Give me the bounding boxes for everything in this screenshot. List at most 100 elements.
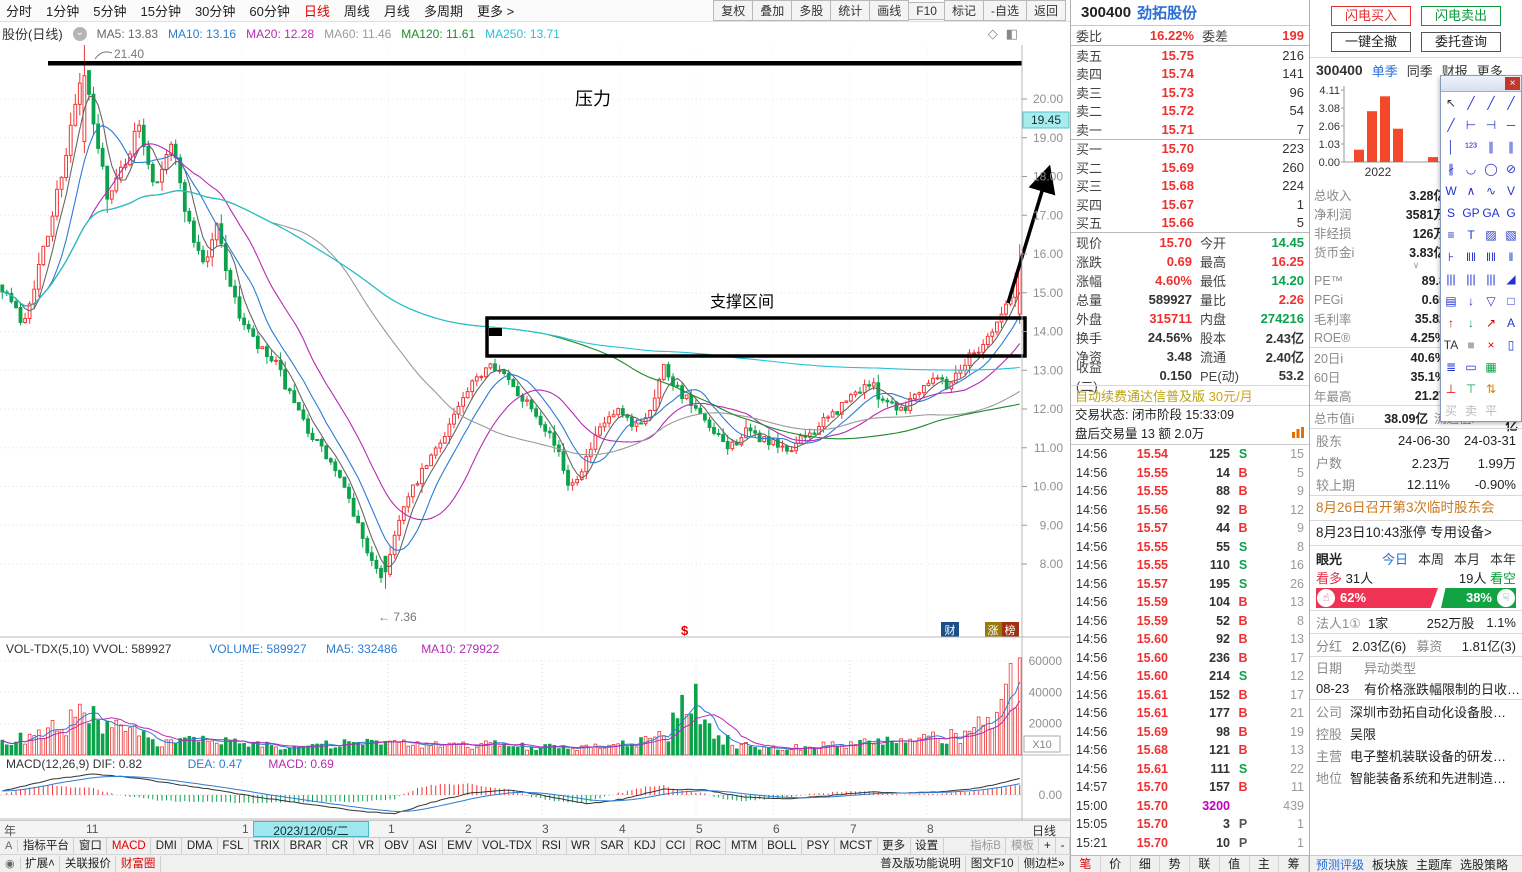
drawing-tool-icon[interactable]: ↓ [1468, 294, 1474, 308]
drawing-tool-icon[interactable]: W [1445, 184, 1457, 198]
tick-tab[interactable]: 主 [1250, 856, 1280, 872]
drawing-tool-icon[interactable]: ◡ [1465, 162, 1477, 176]
toolbar-button[interactable]: 返回 [1025, 0, 1066, 21]
drawing-tool-icon[interactable]: G [1506, 206, 1516, 220]
thumb-down-icon[interactable]: ☟ [1497, 589, 1515, 607]
tick-tab[interactable]: 笔 [1071, 856, 1101, 872]
indicator-tab[interactable]: VOL-TDX [478, 838, 538, 854]
event-row[interactable]: 08-23 有价格涨跌幅限制的日收… [1316, 680, 1521, 697]
footer-link[interactable]: 板块族 [1372, 857, 1409, 872]
indicator-tab[interactable]: BRAR [285, 838, 328, 854]
period-tab[interactable]: 30分钟 [194, 4, 236, 19]
indicator-tab[interactable]: PSY [802, 838, 836, 854]
flash-buy-button[interactable]: 闪电买入 [1331, 6, 1411, 26]
ask-row[interactable]: 卖二 15.72 54 [1076, 103, 1304, 120]
zoom-in-button[interactable]: + [1039, 838, 1057, 854]
sentiment-tab[interactable]: 本年 [1489, 551, 1516, 567]
drawing-tool-icon[interactable]: TA [1443, 338, 1459, 352]
status-tab[interactable]: 扩展˄ [21, 855, 61, 872]
f10-tab[interactable]: 单季 [1371, 63, 1398, 79]
period-tab[interactable]: 15分钟 [140, 4, 181, 19]
ask-row[interactable]: 卖一 15.71 7 [1076, 121, 1304, 138]
stock-name[interactable]: 劲拓股份 [1137, 5, 1198, 22]
drawing-tool-icon[interactable]: ─ [1506, 118, 1516, 132]
sentiment-tab[interactable]: 本月 [1453, 551, 1480, 567]
period-tab[interactable]: 分时 [6, 4, 33, 19]
chevron-down-icon[interactable]: ⌄ [72, 26, 87, 41]
indicator-tab[interactable]: 更多 [878, 838, 911, 854]
tick-row[interactable]: 14:56 15.55 110 S 16 [1076, 558, 1304, 573]
palette-titlebar[interactable]: × [1441, 76, 1521, 92]
drawing-tool-icon[interactable]: ⊣ [1485, 118, 1497, 132]
indicator-tab[interactable]: MCST [835, 838, 878, 854]
tick-row[interactable]: 14:56 15.60 214 S 12 [1076, 669, 1304, 684]
indicator-tab[interactable]: DMA [182, 838, 218, 854]
drawing-tool-icon[interactable]: ▨ [1485, 228, 1497, 242]
drawing-tool-icon[interactable]: ▽ [1486, 294, 1496, 308]
drawing-tool-icon[interactable]: S [1446, 206, 1455, 220]
tick-tab[interactable]: 价 [1101, 856, 1131, 872]
corner-icon[interactable]: ◇ [987, 25, 998, 41]
drawing-tool-icon[interactable]: ∥ [1488, 140, 1494, 154]
drawing-tool-icon[interactable] [1501, 400, 1521, 422]
flash-sell-button[interactable]: 闪电卖出 [1421, 6, 1501, 26]
indicator-tab[interactable]: OBV [380, 838, 415, 854]
indicator-tab[interactable]: VR [354, 838, 380, 854]
toolbar-button[interactable]: 标记 [943, 0, 984, 21]
tick-row[interactable]: 14:56 15.54 125 S 15 [1076, 447, 1304, 462]
drawing-tool-icon[interactable]: A [1506, 316, 1515, 330]
drawing-tools-palette[interactable]: × ↖ ╱ ╱ ╱ ╱ ⊢ ⊣ ─ │ ¹²³ ∥ ∥ ∦ ◡ ◯ ⊘ W ∧ ∿ V S GP GA G ≡ T ▨ ▧ ⊦ ‖‖ ‖‖ ‖… [1440, 75, 1522, 422]
tick-tab[interactable]: 值 [1220, 856, 1250, 872]
sentiment-tab[interactable]: 今日 [1381, 551, 1408, 567]
indicator-tab[interactable]: 窗口 [74, 838, 108, 854]
close-icon[interactable]: × [1505, 77, 1520, 90]
indicator-tab[interactable]: WR [567, 838, 596, 854]
tick-row[interactable]: 15:21 15.70 10 P 1 [1076, 835, 1304, 850]
period-tab[interactable]: 多周期 [423, 4, 463, 19]
news-link-limit-up[interactable]: 8月23日10:43涨停 专用设备> [1316, 525, 1492, 540]
period-tab[interactable]: 1分钟 [46, 4, 80, 19]
tick-row[interactable]: 14:56 15.61 177 B 21 [1076, 706, 1304, 721]
footer-link[interactable]: 选股策略 [1460, 857, 1509, 872]
news-link-meeting[interactable]: 8月26日召开第3次临时股东会 [1316, 500, 1495, 515]
drawing-tool-icon[interactable]: ‖ [1508, 250, 1514, 264]
tick-row[interactable]: 14:56 15.68 121 B 13 [1076, 743, 1304, 758]
zoom-out-button[interactable]: - [1056, 838, 1070, 854]
bid-row[interactable]: 买五 15.66 5 [1076, 215, 1304, 232]
tick-row[interactable]: 14:56 15.59 104 B 13 [1076, 595, 1304, 610]
tick-row[interactable]: 14:56 15.60 92 B 13 [1076, 632, 1304, 647]
drawing-tool-icon[interactable]: ∥ [1508, 140, 1514, 154]
footer-link[interactable]: 主题库 [1416, 857, 1453, 872]
indicator-tab[interactable]: BOLL [763, 838, 803, 854]
drawing-tool-icon[interactable]: ¹²³ [1465, 140, 1477, 154]
toolbar-button[interactable]: -自选 [982, 0, 1027, 21]
f10-tab[interactable]: 同季 [1406, 63, 1433, 79]
drawing-tool-icon[interactable]: 平 [1484, 404, 1497, 418]
expand-chevron-icon[interactable]: ∨ [1412, 260, 1420, 270]
after-hours-chart-icon[interactable] [1291, 425, 1305, 444]
tick-row[interactable]: 14:56 15.57 195 S 26 [1076, 576, 1304, 591]
ask-row[interactable]: 卖四 15.74 141 [1076, 66, 1304, 83]
drawing-tool-icon[interactable]: ≡ [1447, 228, 1455, 242]
indicator-tab[interactable]: SAR [596, 838, 630, 854]
drawing-tool-icon[interactable]: ◯ [1484, 162, 1498, 176]
drawing-tool-icon[interactable]: ↓ [1468, 316, 1474, 330]
tick-tab[interactable]: 筹 [1279, 856, 1309, 872]
drawing-tool-icon[interactable]: ↖ [1445, 96, 1457, 110]
drawing-tool-icon[interactable]: ⊤ [1465, 382, 1477, 396]
period-tab[interactable]: 周线 [343, 4, 370, 19]
app-icon[interactable]: ◉ [0, 857, 21, 870]
drawing-tool-icon[interactable]: ↗ [1485, 316, 1497, 330]
indicator-tab[interactable]: FSL [218, 838, 249, 854]
indicator-tab[interactable]: TRIX [249, 838, 286, 854]
indicator-tab[interactable]: ASI [414, 838, 443, 854]
period-tab[interactable]: 5分钟 [93, 4, 127, 19]
drawing-tool-icon[interactable]: ||| [1446, 272, 1456, 286]
tick-row[interactable]: 14:57 15.70 157 B 11 [1076, 780, 1304, 795]
footer-link[interactable]: 预测评级 [1316, 857, 1365, 872]
drawing-tool-icon[interactable]: ◢ [1506, 272, 1516, 286]
toolbar-button[interactable]: 叠加 [752, 0, 793, 21]
bid-row[interactable]: 买一 15.70 223 [1076, 141, 1304, 158]
drawing-tool-icon[interactable]: 卖 [1464, 404, 1477, 418]
sentiment-tab[interactable]: 本周 [1417, 551, 1444, 567]
